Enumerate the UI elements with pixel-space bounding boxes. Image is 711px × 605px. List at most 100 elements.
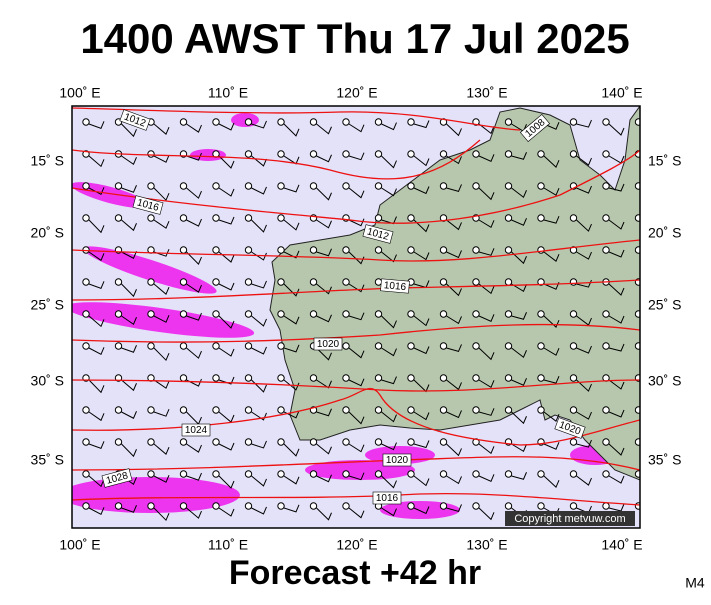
wind-station [569, 342, 578, 350]
wind-barb [348, 507, 365, 519]
wind-station [569, 406, 578, 414]
wind-station [504, 214, 513, 222]
wind-station [407, 310, 415, 318]
wind-barb [121, 283, 137, 298]
wind-station [342, 470, 350, 478]
wind-barb [251, 219, 267, 233]
wind-station [212, 118, 220, 126]
lon-label: 100˚ E [59, 85, 100, 101]
wind-barb [153, 123, 170, 135]
wind-station [602, 406, 610, 414]
wind-barb [511, 251, 527, 265]
wind-station [147, 310, 155, 318]
wind-barb [478, 507, 495, 521]
wind-barb [251, 475, 267, 487]
wind-station [114, 310, 123, 318]
wind-station [602, 470, 610, 478]
wind-barb [186, 187, 202, 199]
isobar-label: 1024 [185, 425, 208, 436]
wind-station [82, 470, 90, 478]
wind-barb [316, 507, 332, 521]
wind-barb [446, 379, 462, 391]
wind-barb [121, 411, 137, 419]
isobar-label-box [372, 491, 402, 505]
wind-station [472, 470, 480, 478]
wind-barb [511, 283, 527, 292]
wind-station [244, 118, 253, 126]
wind-station [342, 406, 350, 414]
isobar-label-box [362, 224, 394, 244]
wind-station [504, 150, 513, 158]
isobar-label-group: 1020 [382, 453, 412, 467]
wind-station [277, 438, 285, 446]
wind-barb [316, 123, 332, 135]
wind-barb [511, 472, 527, 480]
wind-station [634, 470, 640, 478]
wind-station [407, 374, 415, 382]
wind-station [342, 118, 350, 126]
wind-barb [413, 506, 430, 515]
wind-barb [446, 184, 462, 193]
wind-barb [446, 475, 462, 485]
wind-barb [576, 119, 592, 128]
wind-barb [348, 152, 365, 161]
wind-barb [153, 219, 170, 229]
wind-barb [121, 251, 137, 259]
wind-barb [543, 187, 560, 196]
wind-station [504, 310, 513, 318]
wind-station [537, 406, 545, 414]
wind-barb [121, 185, 137, 193]
wind-barb [446, 155, 462, 165]
isobar-label-box [101, 468, 133, 488]
isobar-label-box [313, 337, 343, 351]
wind-barb [478, 187, 495, 201]
wind-station [504, 118, 513, 126]
wind-station [82, 342, 90, 350]
wind-station [212, 214, 220, 222]
wind-barb [381, 187, 397, 197]
wind-station [439, 310, 448, 318]
wind-station [407, 406, 415, 414]
isobar-label-group: 1020 [313, 337, 343, 351]
wind-barb [642, 284, 657, 293]
wind-barb [511, 443, 527, 452]
wind-station [82, 118, 90, 126]
wind-barb [121, 505, 137, 513]
wind-station [472, 342, 480, 350]
wind-station [309, 374, 318, 382]
wind-station [504, 374, 513, 382]
wind-barb [348, 187, 365, 199]
wind-barb [642, 508, 657, 519]
isobar-label-box [519, 113, 551, 143]
wind-barb [608, 443, 625, 456]
wind-barb [186, 312, 202, 321]
lat-label: 15˚ S [31, 153, 64, 169]
wind-barb [478, 248, 495, 256]
wind-station [407, 214, 415, 222]
wind-station [537, 214, 545, 222]
wind-station [439, 246, 448, 254]
wind-barb [543, 441, 560, 450]
lon-label: 120˚ E [336, 85, 377, 101]
wind-barb [88, 379, 105, 394]
wind-barb [218, 376, 235, 385]
wind-station [179, 246, 188, 254]
wind-barb [543, 475, 560, 489]
wind-station [179, 438, 188, 446]
wind-barb [316, 474, 332, 483]
wind-barb [543, 411, 560, 422]
lon-label: 120˚ E [336, 537, 377, 553]
wind-station [244, 214, 253, 222]
wind-station [147, 214, 155, 222]
wind-barb [153, 314, 170, 323]
wind-station [634, 214, 640, 222]
wind-station [537, 246, 545, 254]
wind-barb [446, 315, 462, 325]
wind-barb [608, 249, 625, 258]
wind-barb [511, 411, 527, 425]
wind-barb [218, 155, 235, 169]
wind-barb [121, 345, 137, 353]
wind-station [374, 342, 383, 350]
wind-barb [642, 188, 657, 199]
